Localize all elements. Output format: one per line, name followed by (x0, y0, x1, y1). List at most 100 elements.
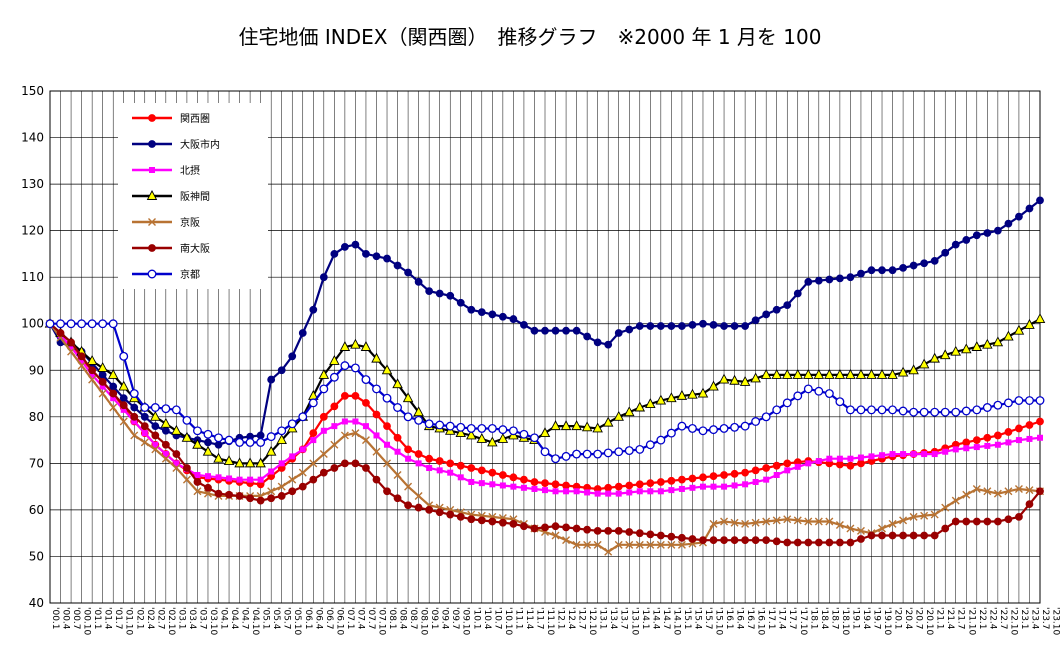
data-point (888, 519, 897, 528)
data-point (626, 489, 633, 496)
data-point (805, 460, 812, 467)
data-point (676, 389, 688, 400)
data-point (340, 243, 349, 251)
data-point (719, 424, 729, 433)
data-point (542, 487, 548, 494)
x-tick-label: '15.4 (692, 607, 702, 630)
x-tick-label: '21.7 (956, 607, 966, 630)
data-point (341, 418, 348, 425)
data-point (730, 536, 739, 545)
data-point (456, 298, 465, 307)
data-point (183, 464, 191, 472)
data-point (583, 540, 592, 549)
x-tick-label: '15.7 (703, 607, 713, 630)
data-point (1003, 398, 1013, 408)
x-tick-label: '08.7 (408, 607, 418, 630)
y-tick-label: 150 (21, 84, 44, 98)
data-point (918, 358, 930, 369)
data-point (763, 476, 770, 483)
data-point (318, 368, 330, 379)
x-tick-label: '11.10 (545, 607, 555, 636)
x-tick-label: '19.7 (871, 607, 881, 630)
data-point (792, 368, 804, 379)
data-point (1025, 486, 1034, 495)
data-point (602, 416, 614, 427)
data-point (678, 322, 686, 330)
data-point (888, 266, 897, 275)
data-point (741, 536, 750, 545)
data-point (773, 472, 780, 478)
data-point (309, 459, 318, 468)
data-point (455, 427, 466, 438)
x-tick-label: '01.4 (103, 607, 113, 630)
data-point (182, 415, 192, 425)
data-point (402, 392, 414, 403)
data-point (920, 511, 929, 520)
data-point (435, 420, 445, 430)
data-point (961, 406, 971, 416)
y-tick-label: 90 (29, 363, 44, 377)
data-point (309, 429, 318, 438)
data-point (582, 449, 592, 459)
data-point (983, 433, 992, 442)
data-point (751, 466, 760, 475)
data-point (140, 422, 149, 431)
data-point (636, 488, 643, 495)
data-point (604, 340, 613, 349)
data-point (466, 424, 476, 433)
data-point (899, 531, 907, 540)
data-point (783, 301, 792, 310)
data-point (77, 361, 86, 370)
x-tick-label: '21.10 (966, 607, 976, 636)
data-point (77, 352, 86, 361)
data-point (804, 277, 813, 286)
data-point (720, 322, 728, 330)
y-axis: 40 50 60 70 80 90 100 110 120 130 140 150 (21, 84, 44, 610)
x-tick-label: '00.4 (61, 607, 71, 630)
data-point (571, 420, 582, 431)
data-point (803, 384, 813, 394)
data-point (951, 496, 960, 505)
data-point (194, 472, 201, 478)
data-point (151, 422, 160, 431)
data-point (130, 403, 139, 412)
data-point (488, 468, 497, 477)
data-point (879, 452, 886, 459)
y-tick-label: 100 (21, 317, 44, 331)
data-point (172, 464, 181, 473)
x-tick-label: '06.10 (334, 607, 344, 636)
data-point (782, 398, 792, 408)
data-point (784, 467, 791, 474)
data-point (1036, 487, 1044, 496)
data-point (625, 540, 634, 549)
data-point (919, 407, 929, 417)
data-point (710, 483, 717, 490)
data-point (930, 510, 939, 519)
data-point (148, 140, 156, 148)
x-tick-label: '05.4 (271, 607, 281, 630)
data-point (941, 503, 950, 512)
data-point (371, 352, 382, 363)
data-point (697, 387, 709, 398)
y-tick-label: 50 (29, 549, 44, 563)
data-point (393, 433, 402, 442)
data-point (772, 305, 781, 314)
data-point (592, 422, 603, 433)
data-point (593, 449, 603, 459)
x-tick-label: '08.10 (419, 607, 429, 636)
data-point (298, 329, 307, 337)
data-point (277, 482, 286, 491)
data-point (88, 366, 97, 375)
y-tick-label: 60 (29, 503, 44, 517)
data-point (350, 338, 361, 349)
data-point (394, 448, 401, 455)
data-point (646, 479, 655, 488)
data-point (867, 531, 876, 540)
data-point (414, 491, 423, 500)
data-point (929, 352, 940, 363)
data-point (351, 240, 360, 249)
data-point (161, 426, 170, 435)
data-point (752, 478, 759, 485)
data-point (740, 421, 750, 431)
data-point (404, 268, 412, 277)
